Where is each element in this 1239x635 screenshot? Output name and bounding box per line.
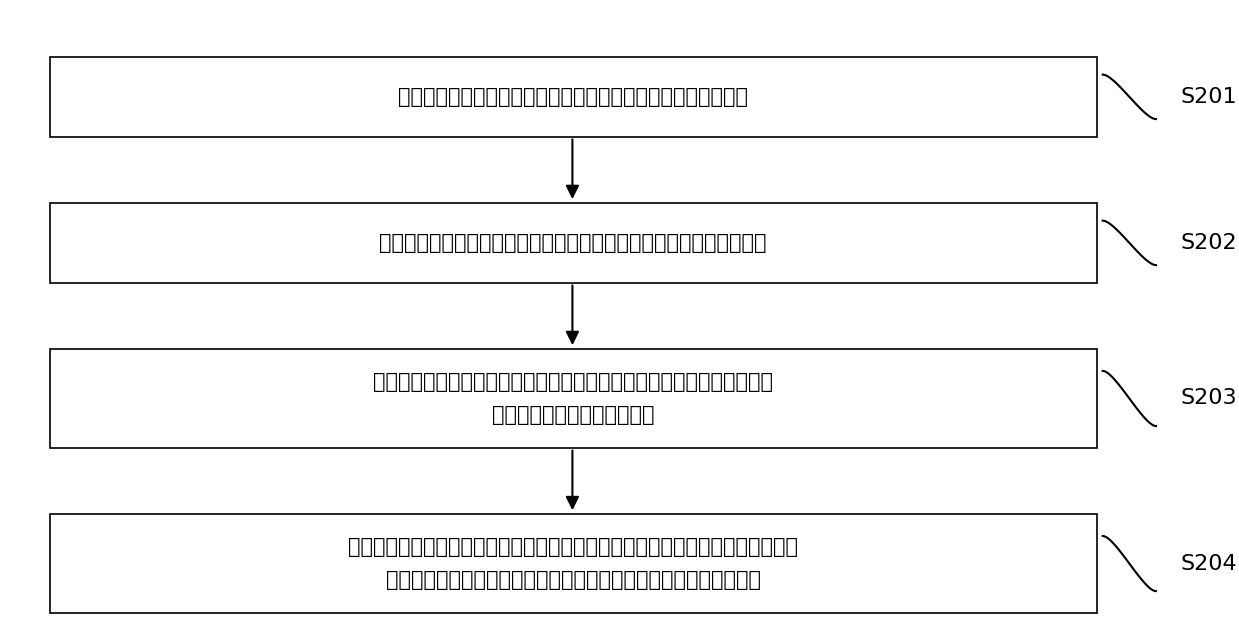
Text: S203: S203: [1181, 389, 1238, 408]
Text: 依据原始器件的器件输入管脚和网表输入管脚，确定初始元器件: 依据原始器件的器件输入管脚和网表输入管脚，确定初始元器件: [398, 87, 748, 107]
Text: S202: S202: [1181, 233, 1238, 253]
Text: 依据初始元器件的遍历顺序，逐一对初始元器件依据连接线进行深度遍历，将遍历
结果填充在原始二维网表上，获取用户设计网表对应的目标二维网表: 依据初始元器件的遍历顺序，逐一对初始元器件依据连接线进行深度遍历，将遍历 结果填…: [348, 537, 798, 590]
FancyBboxPatch shape: [50, 514, 1097, 613]
Text: 依据初始元器件的遍历顺序，将初始元器件填充在二维网表模板中相应的
填充区域，获取原始二维网表: 依据初始元器件的遍历顺序，将初始元器件填充在二维网表模板中相应的 填充区域，获取…: [373, 372, 773, 425]
Text: 基于所有初始元器件对应的扇出系数，确定初始元器件对应的遍历顺序: 基于所有初始元器件对应的扇出系数，确定初始元器件对应的遍历顺序: [379, 233, 767, 253]
Text: S201: S201: [1181, 87, 1238, 107]
Text: S204: S204: [1181, 554, 1238, 573]
FancyBboxPatch shape: [50, 57, 1097, 137]
FancyBboxPatch shape: [50, 203, 1097, 283]
FancyBboxPatch shape: [50, 349, 1097, 448]
